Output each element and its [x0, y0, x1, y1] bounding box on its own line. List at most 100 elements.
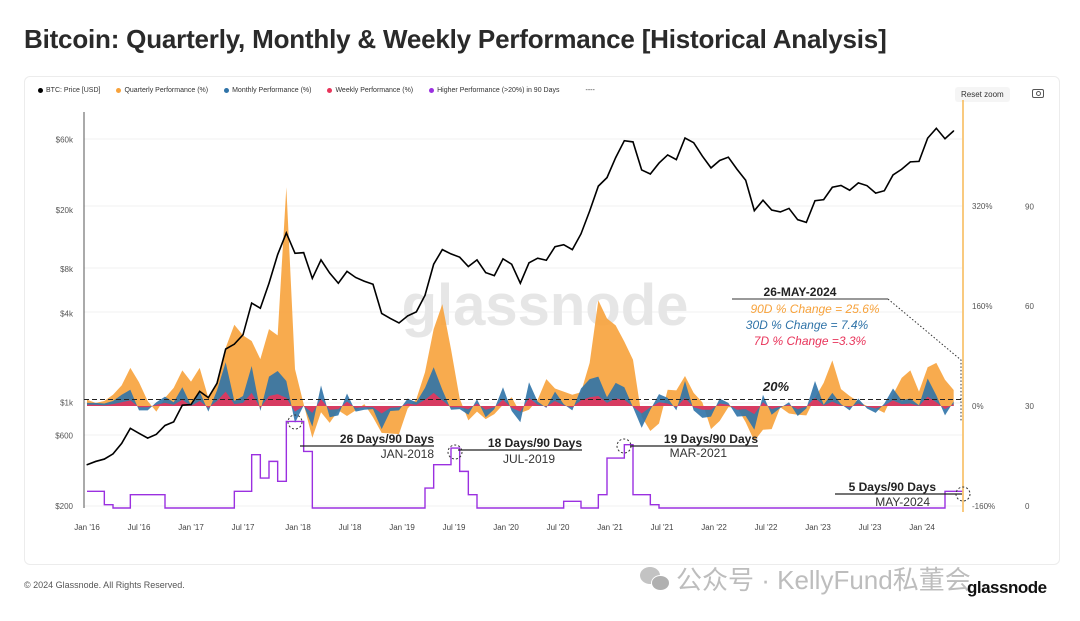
- btc-price-point: [745, 179, 747, 181]
- price-tick-label: $8k: [60, 265, 74, 274]
- days-tick-label: 30: [1025, 402, 1034, 411]
- callout-date: 26-MAY-2024: [764, 285, 837, 299]
- btc-price-point: [407, 315, 409, 317]
- legend-item-monthly[interactable]: Monthly Performance (%): [224, 87, 311, 94]
- legend-label: Higher Performance (>20%) in 90 Days: [437, 87, 560, 94]
- btc-price-point: [112, 453, 114, 455]
- btc-price-point: [450, 253, 452, 255]
- wechat-watermark: 公众号 · KellyFund私董会: [640, 560, 971, 597]
- legend-label: ----: [585, 87, 595, 94]
- legend-item-weekly[interactable]: Weekly Performance (%): [327, 87, 413, 94]
- higher-performance-line: [87, 420, 963, 509]
- btc-price-point: [493, 275, 495, 277]
- btc-price-point: [563, 244, 565, 246]
- btc-price-point: [329, 272, 331, 274]
- btc-price-point: [233, 343, 235, 345]
- reset-zoom-button[interactable]: Reset zoom: [955, 87, 1010, 102]
- btc-price-point: [892, 174, 894, 176]
- btc-price-point: [467, 265, 469, 268]
- percent-tick-label: 160%: [972, 302, 992, 311]
- price-tick-label: $4k: [60, 309, 74, 318]
- x-tick-label: Jul '17: [232, 523, 255, 532]
- price-tick-label: $20k: [56, 206, 74, 215]
- legend-item-higher-performance[interactable]: Higher Performance (>20%) in 90 Days: [429, 87, 560, 94]
- btc-price-point: [857, 182, 859, 184]
- legend-item-threshold[interactable]: ----: [586, 87, 595, 94]
- x-tick-label: Jan '22: [701, 523, 727, 532]
- btc-price-point: [121, 442, 123, 444]
- legend-dot: [116, 88, 122, 93]
- btc-price-point: [927, 137, 929, 139]
- callout-quarterly-change: 90D % Change = 25.6%: [750, 302, 879, 316]
- x-tick-label: Jul '21: [651, 523, 674, 532]
- btc-price-point: [909, 161, 911, 163]
- btc-price-point: [355, 276, 357, 279]
- btc-price-point: [181, 404, 183, 406]
- btc-price-point: [918, 160, 920, 162]
- percent-tick-label: -160%: [972, 502, 995, 511]
- legend-dot: [429, 88, 435, 93]
- annotation-date-label: MAR-2021: [670, 446, 728, 460]
- annotation-days-label: 19 Days/90 Days: [664, 432, 758, 446]
- legend-item-price[interactable]: BTC: Price [USD]: [38, 87, 100, 94]
- x-tick-label: Jul '23: [859, 523, 882, 532]
- legend: BTC: Price [USD] Quarterly Performance (…: [38, 87, 595, 94]
- annotation-days-label: 26 Days/90 Days: [340, 432, 434, 446]
- x-tick-label: Jan '24: [909, 523, 935, 532]
- btc-price-point: [86, 464, 88, 466]
- btc-price-point: [528, 262, 530, 264]
- btc-price-point: [667, 154, 669, 156]
- wechat-watermark-text: 公众号 · KellyFund私董会: [676, 565, 971, 595]
- days-tick-label: 0: [1025, 502, 1030, 511]
- btc-price-point: [675, 159, 677, 161]
- legend-label: Weekly Performance (%): [335, 87, 414, 94]
- legend-item-quarterly[interactable]: Quarterly Performance (%): [116, 87, 208, 94]
- btc-price-point: [381, 312, 383, 315]
- camera-icon[interactable]: [1032, 89, 1044, 98]
- btc-price-point: [762, 199, 764, 201]
- btc-price-point: [606, 177, 608, 179]
- x-tick-label: Jan '21: [597, 523, 623, 532]
- btc-price-point: [337, 282, 339, 284]
- btc-price-point: [433, 263, 435, 265]
- glassnode-watermark: glassnode: [402, 273, 689, 338]
- btc-price-point: [545, 259, 547, 261]
- btc-price-point: [320, 259, 322, 261]
- btc-price-point: [779, 211, 781, 213]
- btc-price-point: [207, 397, 209, 399]
- price-tick-label: $1k: [60, 399, 74, 408]
- btc-price-point: [641, 169, 643, 171]
- btc-price-point: [814, 200, 816, 202]
- callout-monthly-change: 30D % Change = 7.4%: [746, 318, 869, 332]
- legend-label: Quarterly Performance (%): [124, 87, 209, 94]
- btc-price-point: [849, 189, 851, 191]
- btc-price-point: [736, 168, 738, 170]
- annotation-date-label: JUL-2019: [503, 452, 555, 466]
- x-tick-label: Jan '17: [178, 523, 204, 532]
- btc-price-point: [103, 458, 105, 460]
- days-tick-label: 60: [1025, 302, 1034, 311]
- annotation-date-label: JAN-2018: [381, 447, 435, 461]
- btc-price-point: [415, 311, 417, 313]
- btc-price-point: [805, 221, 807, 223]
- wechat-icon: [640, 566, 670, 591]
- btc-price-point: [571, 249, 573, 251]
- x-tick-label: Jul '20: [547, 523, 570, 532]
- btc-price-point: [259, 307, 261, 309]
- btc-price-point: [771, 209, 773, 211]
- btc-price-point: [701, 155, 703, 157]
- threshold-label: 20%: [762, 379, 789, 394]
- btc-price-point: [597, 185, 599, 187]
- price-tick-label: $60k: [56, 135, 74, 144]
- btc-price-point: [632, 141, 634, 143]
- x-tick-label: Jul '18: [339, 523, 362, 532]
- btc-price-point: [311, 277, 313, 280]
- btc-price-point: [710, 167, 712, 169]
- x-tick-label: Jan '18: [285, 523, 311, 532]
- legend-dot: [224, 88, 230, 93]
- btc-price-point: [155, 433, 157, 435]
- btc-price-point: [658, 162, 660, 164]
- legend-label: BTC: Price [USD]: [46, 87, 101, 94]
- btc-price-point: [268, 282, 270, 284]
- btc-price-point: [242, 334, 244, 336]
